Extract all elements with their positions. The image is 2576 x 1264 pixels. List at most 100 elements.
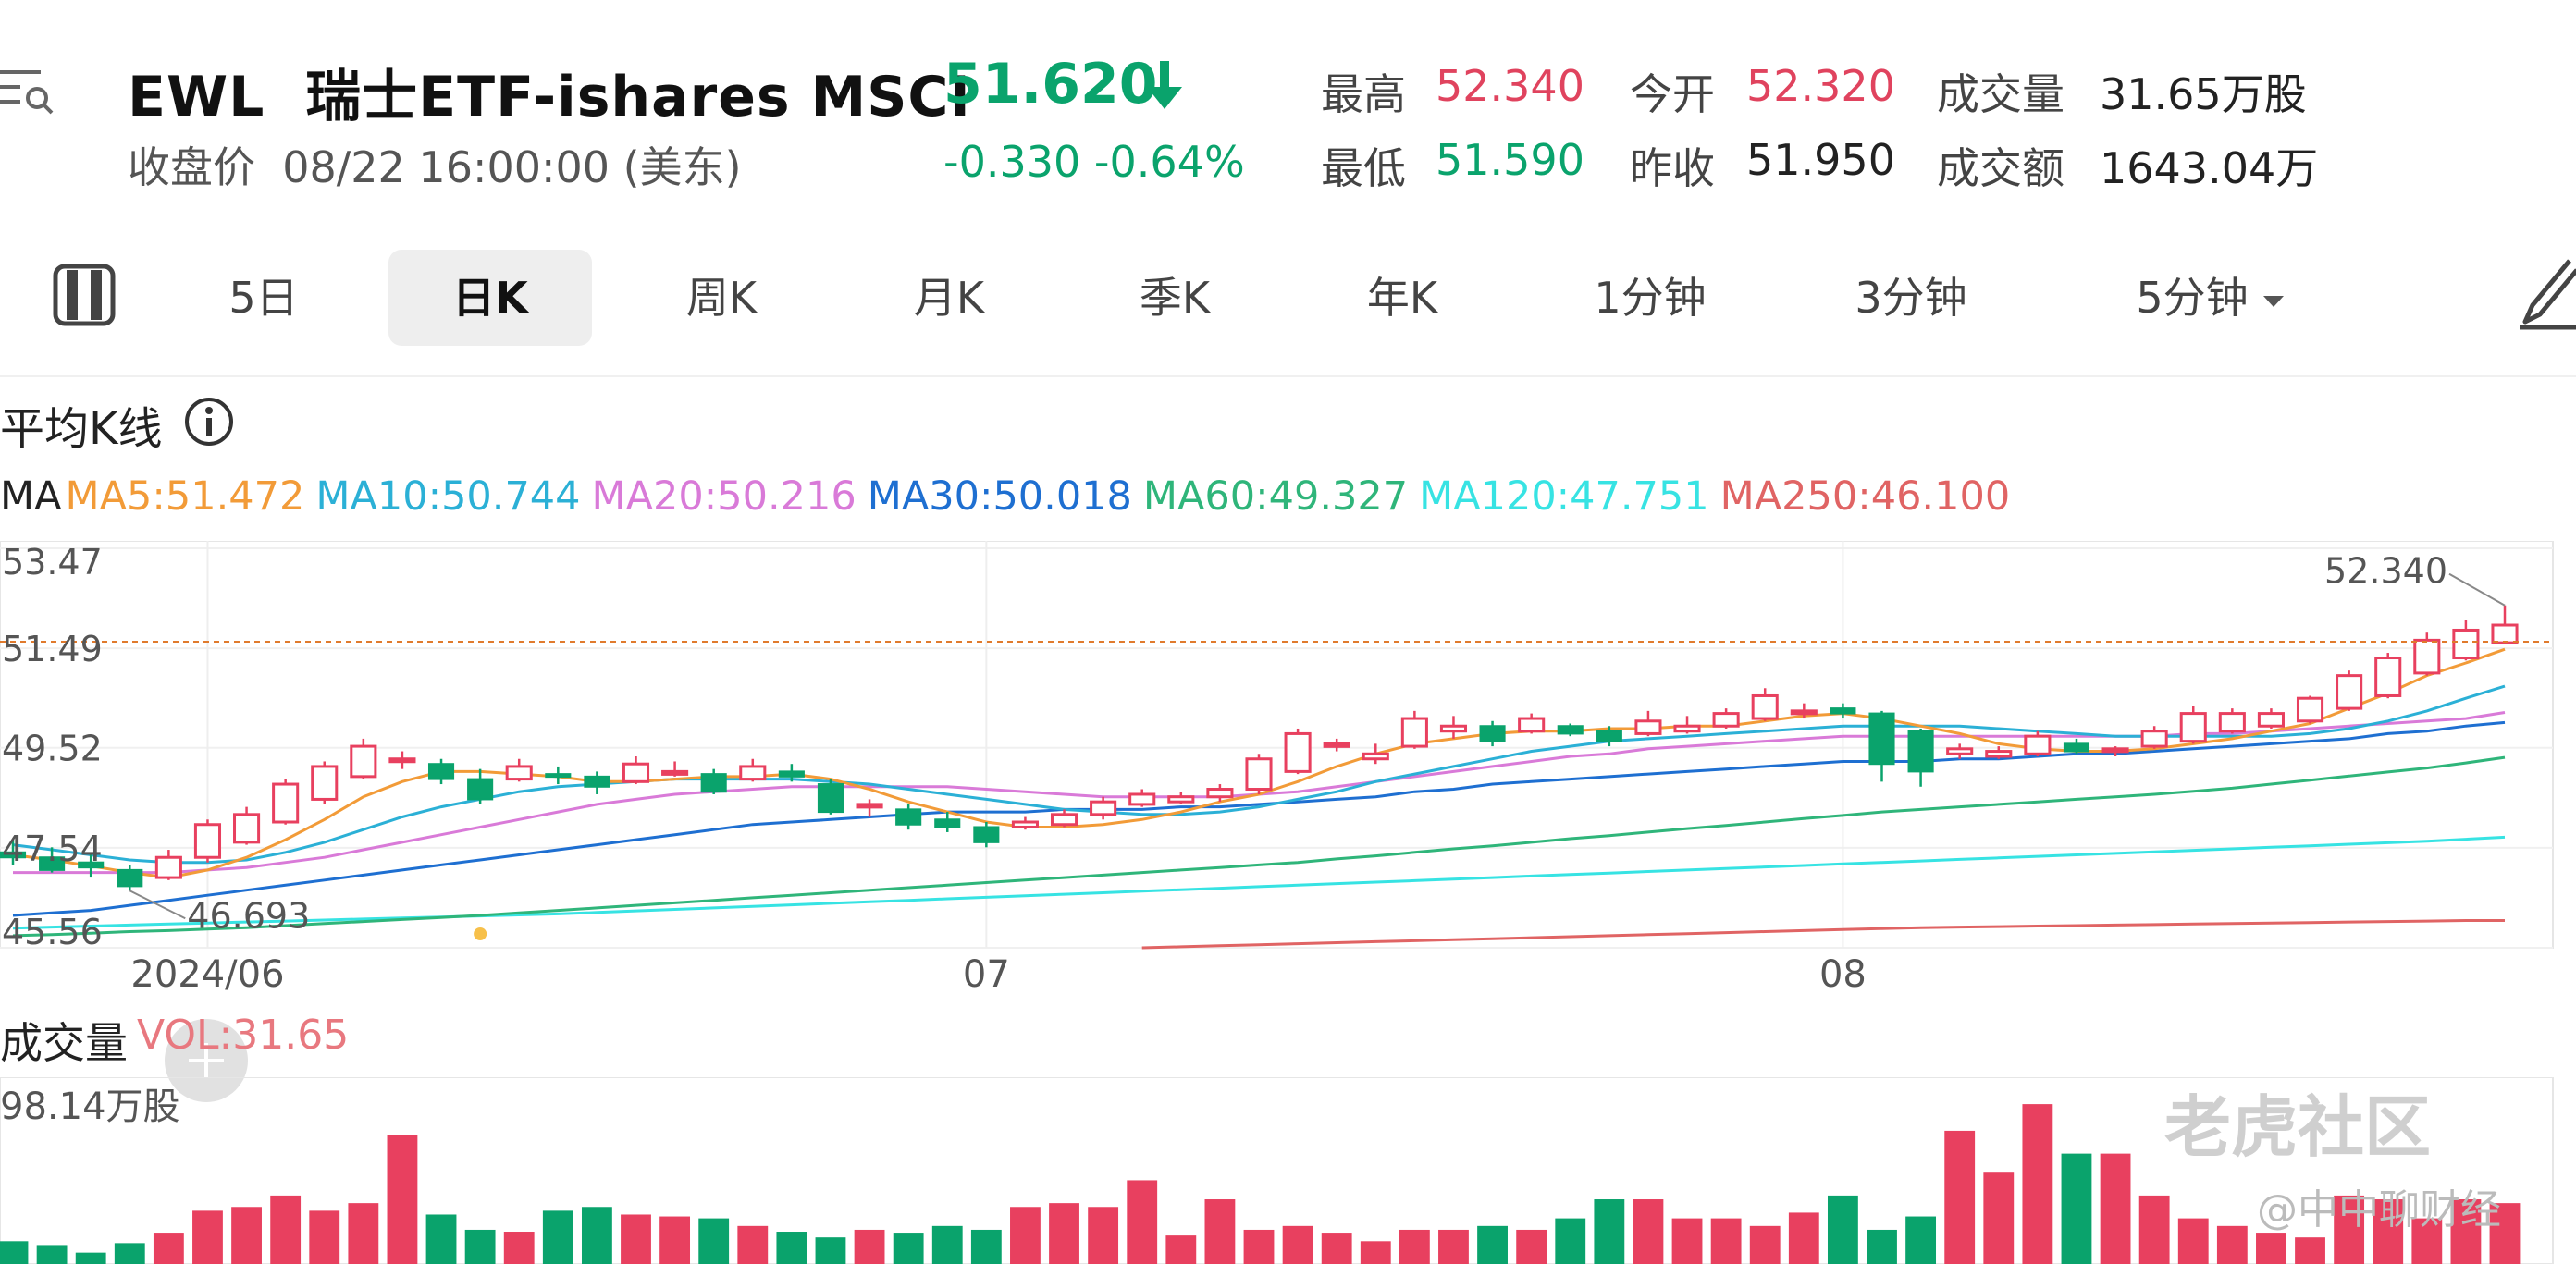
change-value: -0.330 (943, 137, 1081, 187)
candle-body (1946, 747, 1974, 755)
candle-body (817, 783, 844, 814)
tab-3min[interactable]: 3分钟 (1855, 273, 1967, 323)
volume-bar (36, 1245, 68, 1264)
tab-5day[interactable]: 5日 (228, 273, 299, 323)
watermark-text: 老虎社区 (2164, 1088, 2432, 1166)
high-annotation: 52.340 (2324, 551, 2447, 592)
add-indicator-button[interactable] (165, 1019, 248, 1102)
low-annotation: 46.693 (187, 895, 310, 936)
volume-bar (659, 1216, 691, 1264)
candle-body (2491, 623, 2519, 644)
candle-body (193, 823, 222, 859)
candle-body (0, 851, 27, 859)
candle-body (154, 855, 182, 879)
candle-body (1751, 693, 1779, 720)
candle-body (584, 775, 610, 788)
candle-body (1985, 750, 2013, 758)
candle-body (1439, 724, 1468, 733)
volume-bar (1594, 1199, 1625, 1264)
candle-body (2218, 712, 2246, 733)
volume-bar (1282, 1225, 1313, 1264)
tab-monthly-k[interactable]: 月K (913, 273, 985, 323)
candle-body (2063, 742, 2090, 753)
tab-5min-label: 5分钟 (2136, 273, 2249, 323)
volume-bar (815, 1237, 846, 1264)
volume-chart[interactable] (0, 1077, 2576, 1264)
candle-body (388, 757, 416, 764)
divider (0, 375, 2576, 377)
price-chart[interactable]: 53.47 51.49 49.52 47.54 45.56 52.340 46.693 202… (0, 541, 2576, 1003)
candle-body (1400, 717, 1428, 748)
volume-max-label: 98.14万股 (0, 1086, 180, 1128)
candle-body (2179, 712, 2207, 743)
tab-weekly-k[interactable]: 周K (685, 273, 758, 323)
stock-title: EWL 瑞士ETF-ishares MSCI (128, 52, 971, 132)
tab-daily-k[interactable]: 日K (388, 250, 592, 346)
volume-bar (0, 1241, 29, 1264)
volume-frame (0, 1077, 2554, 1264)
volume-bar (542, 1210, 573, 1264)
candle-body (2413, 638, 2441, 675)
y-tick-label: 45.56 (2, 912, 103, 952)
ma120-label: MA120:47.751 (1419, 473, 1709, 520)
tab-5min[interactable]: 5分钟 (2109, 250, 2312, 346)
timestamp: 08/22 16:00:00 (美东) (282, 142, 742, 192)
stock-name: 瑞士ETF-ishares MSCI (305, 65, 971, 129)
tab-quarterly-k[interactable]: 季K (1139, 273, 1211, 323)
candle-body (1518, 717, 1546, 733)
candle-body (467, 778, 494, 801)
tab-1min[interactable]: 1分钟 (1594, 273, 1707, 323)
volume-bar (464, 1229, 496, 1264)
volume-bar (2216, 1225, 2248, 1264)
candle-body (661, 769, 689, 776)
candle-body (1167, 795, 1195, 804)
stock-symbol: EWL (128, 65, 265, 129)
stat-value-high: 52.340 (1436, 61, 1584, 111)
credit-text: @中中聊财经 (2257, 1186, 2501, 1233)
candle-body (1479, 725, 1506, 742)
candle-body (1284, 731, 1312, 773)
volume-bar (192, 1210, 223, 1264)
volume-bar (387, 1135, 418, 1264)
menu-search-icon[interactable] (0, 61, 57, 118)
plus-icon (189, 1043, 224, 1078)
volume-bar (1477, 1225, 1508, 1264)
y-tick-label: 51.49 (2, 629, 103, 669)
candle-body (1206, 788, 1234, 799)
candle-body (350, 744, 377, 779)
ma5-label: MA5:51.472 (65, 473, 305, 520)
volume-bar (1867, 1229, 1897, 1264)
tab-yearly-k[interactable]: 年K (1366, 273, 1438, 323)
candle-body (272, 782, 300, 824)
candle-body (895, 808, 922, 826)
volume-bar (1983, 1172, 2015, 1264)
info-icon[interactable] (183, 396, 235, 448)
ma10-label: MA10:50.744 (315, 473, 581, 520)
candle-body (1362, 752, 1389, 761)
volume-bar (970, 1229, 1002, 1264)
volume-bar (1516, 1229, 1547, 1264)
stat-value-turnover: 1643.04万 (2100, 143, 2319, 193)
ma60-label: MA60:49.327 (1142, 473, 1409, 520)
volume-bar (2138, 1195, 2170, 1264)
volume-bar (309, 1210, 340, 1264)
volume-bar (2373, 1199, 2404, 1264)
stat-label-volume: 成交量 (1937, 69, 2064, 119)
volume-bar (737, 1225, 769, 1264)
candle-body (1868, 712, 1895, 766)
candle-body (1090, 800, 1117, 816)
y-tick-label: 53.47 (2, 542, 103, 583)
volume-bar (1671, 1218, 1703, 1264)
stat-label-low: 最低 (1321, 143, 1406, 193)
pen-icon[interactable] (2518, 255, 2576, 333)
volume-bar (153, 1233, 184, 1264)
volume-bar (2450, 1199, 2482, 1264)
volume-bar (854, 1229, 885, 1264)
ma30-line (12, 720, 2506, 917)
low-leader-line (129, 890, 186, 920)
stat-value-volume: 31.65万股 (2100, 69, 2307, 119)
ma-legend: MAMA5:51.472 MA10:50.744 MA20:50.216 MA30:5… (0, 473, 2021, 520)
layout-toggle-icon[interactable] (52, 263, 117, 327)
candle-body (2336, 674, 2363, 710)
stat-value-open: 52.320 (1746, 61, 1895, 111)
